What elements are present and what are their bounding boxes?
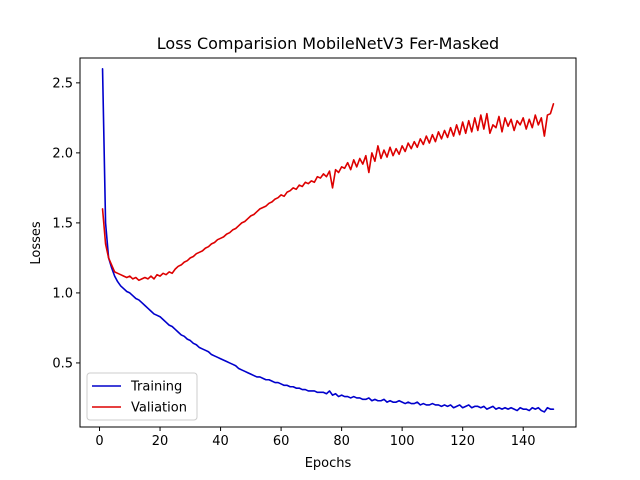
x-axis-label: Epochs (305, 456, 352, 471)
x-tick-label: 120 (450, 434, 475, 449)
x-tick-label: 140 (511, 434, 536, 449)
series-line-training (101, 68, 555, 413)
x-tick-label: 40 (212, 434, 229, 449)
legend: Training Valiation (86, 372, 198, 421)
x-tick-label: 0 (95, 434, 103, 449)
y-axis-label: Losses (29, 221, 44, 265)
y-tick-label: 2.0 (52, 146, 73, 161)
chart-title: Loss Comparision MobileNetV3 Fer-Masked (157, 34, 499, 53)
y-tick-label: 0.5 (52, 356, 73, 371)
y-tick-label: 1.0 (52, 286, 73, 301)
series-line-valiation (101, 103, 555, 282)
y-tick-label: 1.5 (52, 216, 73, 231)
plot-area (101, 68, 555, 413)
x-tick-label: 20 (152, 434, 169, 449)
legend-label-training: Training (130, 380, 182, 395)
legend-label-valiation: Valiation (131, 401, 187, 416)
x-tick-label: 100 (390, 434, 415, 449)
x-axis-ticks: 0 20 40 60 80 100 120 140 (95, 427, 536, 449)
x-tick-label: 60 (273, 434, 290, 449)
y-axis-ticks: 0.5 1.0 1.5 2.0 2.5 (52, 76, 80, 371)
axes-frame (79, 57, 577, 428)
legend-box (86, 372, 198, 421)
x-tick-label: 80 (333, 434, 350, 449)
y-tick-label: 2.5 (52, 76, 73, 91)
